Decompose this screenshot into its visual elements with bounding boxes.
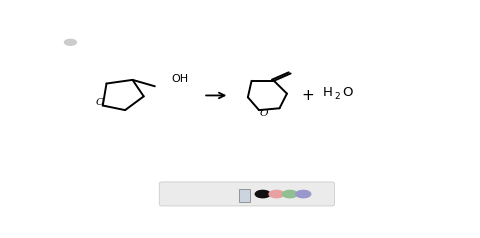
Text: 2: 2 <box>335 92 340 101</box>
Text: O: O <box>343 86 353 99</box>
Circle shape <box>296 190 311 198</box>
FancyBboxPatch shape <box>159 182 335 206</box>
Text: O: O <box>260 109 268 118</box>
Circle shape <box>255 190 270 198</box>
Circle shape <box>282 190 297 198</box>
Text: A: A <box>231 189 239 199</box>
Text: H: H <box>322 86 332 99</box>
Text: +: + <box>209 188 220 201</box>
Circle shape <box>64 39 76 45</box>
Text: OH: OH <box>172 74 189 84</box>
Circle shape <box>269 190 284 198</box>
Text: ✏: ✏ <box>200 189 209 199</box>
Text: ↺: ↺ <box>167 188 177 201</box>
Text: +: + <box>301 88 314 103</box>
Text: C: C <box>180 189 187 199</box>
Text: ↖: ↖ <box>190 189 198 199</box>
Text: O: O <box>96 98 105 107</box>
Text: /: / <box>223 189 227 199</box>
FancyBboxPatch shape <box>239 189 251 202</box>
